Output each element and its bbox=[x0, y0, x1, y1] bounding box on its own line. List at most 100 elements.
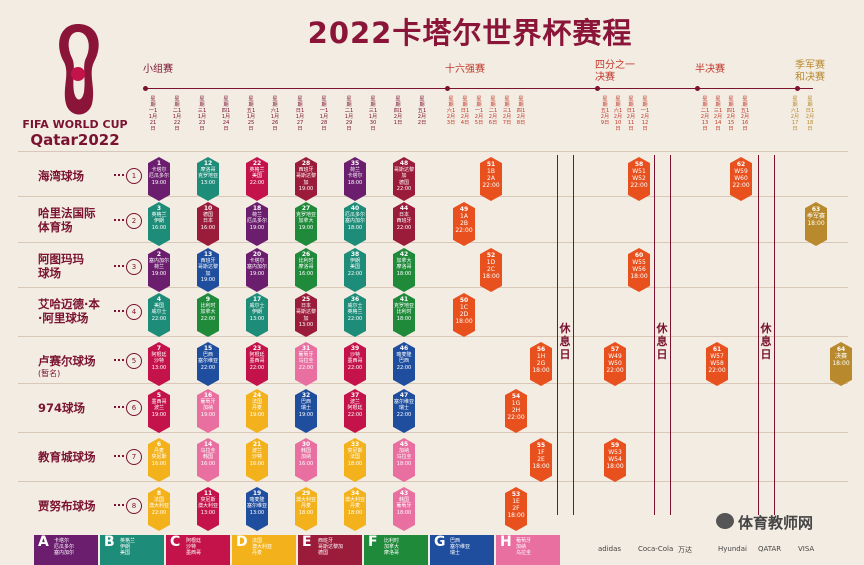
match-team-2: 沙特 bbox=[251, 454, 262, 461]
match-badge: 31 葡萄牙 乌拉圭 22:00 bbox=[295, 342, 317, 386]
team-2: W58 bbox=[710, 360, 724, 367]
match-team-2: 波兰 bbox=[153, 405, 164, 412]
match-number: 50 bbox=[459, 297, 469, 304]
match-time: 19:00 bbox=[249, 411, 265, 418]
match-badge: 35 荷兰 卡塔尔 18:00 bbox=[344, 157, 366, 201]
match-number: 43 bbox=[399, 490, 409, 497]
date-label: 星期二12月13日 bbox=[700, 96, 710, 132]
team-1: 1F bbox=[537, 449, 545, 456]
venue-name: 教育城球场 bbox=[38, 450, 96, 464]
match-number: 48 bbox=[399, 160, 409, 167]
wechat-icon bbox=[716, 513, 734, 529]
date-label: 星期一11月28日 bbox=[319, 96, 329, 132]
match-team-2: 巴西 bbox=[398, 358, 409, 365]
match-number: 27 bbox=[301, 205, 311, 212]
date-label: 星期二11月22日 bbox=[172, 96, 182, 132]
rest-line bbox=[774, 155, 775, 515]
venue-number-badge: 3 bbox=[126, 259, 142, 275]
match-badge: 43 韩国 葡萄牙 18:00 bbox=[393, 487, 415, 531]
team-2: 2C bbox=[486, 266, 495, 273]
match-time: 22:00 bbox=[396, 224, 412, 231]
date-label: 星期五12月16日 bbox=[740, 96, 750, 132]
match-time: 19:00 bbox=[151, 270, 167, 277]
match-team-1: 巴西 bbox=[202, 352, 213, 359]
match-badge: 37 波兰 阿根廷 22:00 bbox=[344, 389, 366, 433]
match-number: 61 bbox=[712, 346, 722, 353]
rest-line bbox=[654, 155, 655, 515]
brand-line-1: FIFA WORLD CUP bbox=[22, 118, 128, 131]
match-team-2: 伊朗 bbox=[251, 309, 262, 316]
match-badge: 44 日本 西班牙 22:00 bbox=[393, 202, 415, 246]
rest-line bbox=[670, 155, 671, 515]
knockout-badge: 56 1H 2G 18:00 bbox=[530, 342, 552, 386]
match-team-1: 突尼斯 bbox=[200, 497, 216, 504]
legend-letter: E bbox=[302, 534, 312, 550]
legend-letter: C bbox=[170, 534, 181, 550]
match-time: 18:00 bbox=[455, 318, 473, 325]
match-team-2: 西班牙 bbox=[396, 218, 412, 225]
match-time: 22:00 bbox=[151, 509, 167, 516]
match-number: 60 bbox=[634, 252, 644, 259]
match-time: 16:00 bbox=[200, 224, 216, 231]
match-team-2: 丹麦 bbox=[349, 503, 360, 510]
match-team-2: 瑞士 bbox=[398, 405, 409, 412]
match-team-1: 德国 bbox=[202, 212, 213, 219]
match-number: 45 bbox=[399, 441, 409, 448]
venue-dots bbox=[114, 174, 124, 178]
match-team-1: 日本 bbox=[398, 212, 409, 219]
match-badge: 23 阿根廷 墨西哥 22:00 bbox=[246, 342, 268, 386]
rest-day-label: 休息日 bbox=[656, 322, 668, 361]
venue-name: 海湾球场 bbox=[38, 169, 84, 183]
match-number: 54 bbox=[511, 393, 521, 400]
match-number: 62 bbox=[736, 161, 746, 168]
sponsor-logo: Hyundai bbox=[718, 545, 747, 553]
match-time: 22:00 bbox=[298, 364, 314, 371]
match-time: 22:00 bbox=[455, 227, 473, 234]
match-badge: 4 美国 威尔士 22:00 bbox=[148, 293, 170, 337]
date-label: 星期三11月23日 bbox=[197, 96, 207, 132]
venue-number-badge: 1 bbox=[126, 168, 142, 184]
knockout-badge: 52 1D 2C 18:00 bbox=[480, 248, 502, 292]
match-number: 35 bbox=[350, 160, 360, 167]
match-time: 18:00 bbox=[396, 460, 412, 467]
match-number: 52 bbox=[486, 252, 496, 259]
match-time: 22:00 bbox=[396, 411, 412, 418]
date-label: 星期日12月18日 bbox=[805, 96, 815, 132]
team-2: W50 bbox=[608, 360, 622, 367]
date-label: 星期日11月27日 bbox=[295, 96, 305, 132]
match-team-1: 英格兰 bbox=[151, 212, 167, 219]
match-team-1: 比利时 bbox=[200, 303, 216, 310]
match-badge: 11 突尼斯 澳大利亚 13:00 bbox=[197, 487, 219, 531]
match-number: 30 bbox=[301, 441, 311, 448]
date-label: 星期六12月10日 bbox=[613, 96, 623, 132]
match-team-1: 克罗地亚 bbox=[393, 303, 414, 310]
match-team-1: 加拿大 bbox=[396, 258, 412, 265]
team-2: 2A bbox=[487, 175, 495, 182]
match-number: 37 bbox=[350, 392, 360, 399]
match-team-1: 葡萄牙 bbox=[200, 399, 216, 406]
match-badge: 13 西班牙 哥斯达黎加 19:00 bbox=[197, 248, 219, 292]
team-1: 1H bbox=[536, 353, 546, 360]
match-number: 12 bbox=[203, 160, 213, 167]
match-team-1: 韩国 bbox=[300, 448, 311, 455]
match-time: 22:00 bbox=[200, 315, 216, 322]
match-badge: 18 荷兰 厄瓜多尔 19:00 bbox=[246, 202, 268, 246]
match-badge: 9 比利时 加拿大 22:00 bbox=[197, 293, 219, 337]
match-time: 19:00 bbox=[298, 224, 314, 231]
knockout-badge: 57 W49 W50 22:00 bbox=[604, 342, 626, 386]
sponsor-logo: QATAR bbox=[758, 545, 782, 553]
legend-group-a: A 卡塔尔 厄瓜多尔 塞内加尔 bbox=[34, 535, 98, 565]
match-team-2: 乌拉圭 bbox=[298, 358, 314, 365]
match-number: 10 bbox=[203, 205, 213, 212]
match-team-1: 巴西 bbox=[300, 399, 311, 406]
match-team-2: 沙特 bbox=[153, 358, 164, 365]
match-team-1: 阿根廷 bbox=[151, 352, 167, 359]
match-team-1: 西班牙 bbox=[200, 258, 216, 265]
match-number: 55 bbox=[536, 442, 546, 449]
match-badge: 40 厄瓜多尔 塞内加尔 18:00 bbox=[344, 202, 366, 246]
match-number: 20 bbox=[252, 251, 262, 258]
venue-sub: (暂名) bbox=[38, 369, 61, 378]
venue-number-badge: 6 bbox=[126, 400, 142, 416]
date-label: 星期五12月2日 bbox=[417, 96, 427, 126]
match-team-2: 加纳 bbox=[300, 454, 311, 461]
